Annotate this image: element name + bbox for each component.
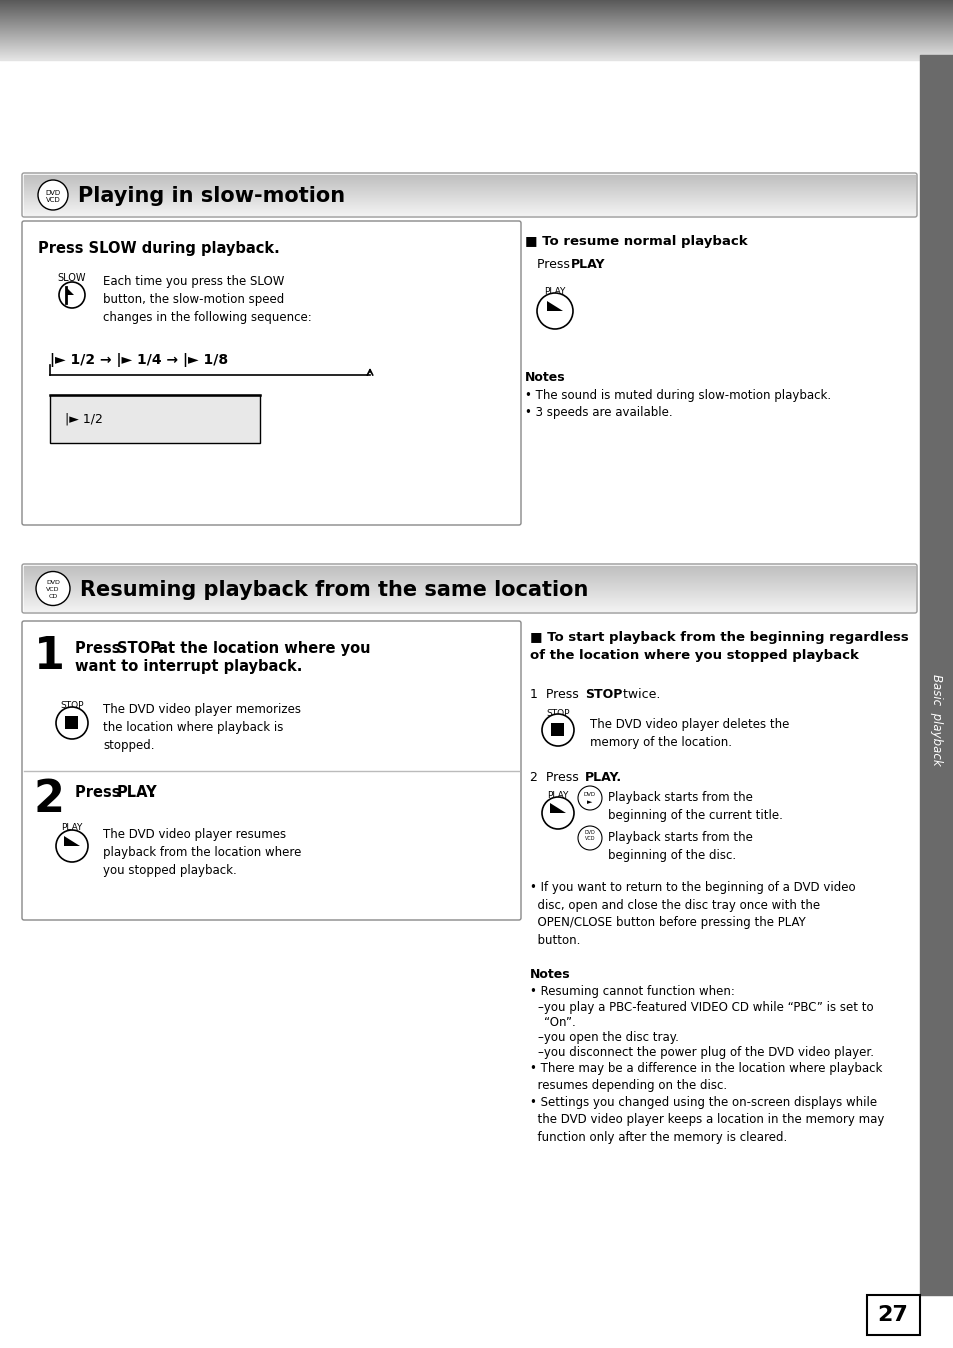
Circle shape — [36, 572, 70, 605]
Text: .: . — [598, 257, 602, 271]
Polygon shape — [64, 836, 80, 847]
Text: PLAY: PLAY — [544, 287, 565, 295]
FancyBboxPatch shape — [22, 621, 520, 919]
Text: • 3 speeds are available.: • 3 speeds are available. — [524, 406, 672, 419]
Text: • Settings you changed using the on-screen displays while
  the DVD video player: • Settings you changed using the on-scre… — [530, 1096, 883, 1144]
Text: CD: CD — [49, 594, 57, 599]
FancyBboxPatch shape — [866, 1295, 919, 1335]
Text: VCD: VCD — [46, 197, 60, 204]
Text: |► 1/2 → |► 1/4 → |► 1/8: |► 1/2 → |► 1/4 → |► 1/8 — [50, 353, 228, 367]
Polygon shape — [67, 288, 74, 295]
Text: ■ To start playback from the beginning regardless
of the location where you stop: ■ To start playback from the beginning r… — [530, 631, 908, 662]
Circle shape — [578, 826, 601, 851]
FancyBboxPatch shape — [22, 221, 520, 524]
Text: PLAY: PLAY — [61, 824, 83, 833]
Text: –you disconnect the power plug of the DVD video player.: –you disconnect the power plug of the DV… — [537, 1046, 873, 1060]
Text: PLAY: PLAY — [547, 790, 568, 799]
Text: DVD: DVD — [583, 793, 596, 798]
Text: .: . — [150, 785, 155, 799]
Text: 1  Press: 1 Press — [530, 687, 582, 701]
Text: 2: 2 — [34, 778, 65, 821]
FancyBboxPatch shape — [551, 723, 563, 736]
Circle shape — [56, 830, 88, 861]
Circle shape — [578, 786, 601, 810]
Circle shape — [541, 797, 574, 829]
Circle shape — [38, 181, 68, 210]
Text: 27: 27 — [877, 1305, 907, 1325]
Text: Notes: Notes — [524, 371, 565, 384]
Text: The DVD video player deletes the
memory of the location.: The DVD video player deletes the memory … — [589, 718, 788, 749]
Text: Playback starts from the
beginning of the current title.: Playback starts from the beginning of th… — [607, 791, 782, 822]
Text: twice.: twice. — [618, 687, 659, 701]
Text: DVD: DVD — [46, 190, 60, 195]
FancyBboxPatch shape — [65, 716, 78, 729]
Text: |► 1/2: |► 1/2 — [65, 412, 103, 426]
Text: STOP: STOP — [60, 701, 84, 709]
Circle shape — [59, 282, 85, 307]
Text: PLAY.: PLAY. — [584, 771, 621, 785]
Text: STOP: STOP — [117, 642, 161, 656]
Text: • Resuming cannot function when:: • Resuming cannot function when: — [530, 985, 734, 998]
Text: DVD: DVD — [46, 580, 60, 585]
Text: want to interrupt playback.: want to interrupt playback. — [75, 659, 302, 674]
Text: VCD: VCD — [46, 586, 60, 592]
Text: 2  Press: 2 Press — [530, 771, 582, 785]
Text: STOP: STOP — [546, 709, 569, 717]
Text: PLAY: PLAY — [571, 257, 605, 271]
Text: ►: ► — [587, 799, 592, 805]
Text: • If you want to return to the beginning of a DVD video
  disc, open and close t: • If you want to return to the beginning… — [530, 882, 855, 946]
FancyBboxPatch shape — [50, 395, 260, 443]
Text: Notes: Notes — [530, 968, 570, 981]
Text: Playback starts from the
beginning of the disc.: Playback starts from the beginning of th… — [607, 830, 752, 861]
Circle shape — [537, 293, 573, 329]
Text: –you open the disc tray.: –you open the disc tray. — [537, 1031, 679, 1043]
Text: 1: 1 — [34, 635, 65, 678]
Text: PLAY: PLAY — [117, 785, 157, 799]
Text: Press: Press — [75, 642, 126, 656]
Text: –you play a PBC-featured VIDEO CD while “PBC” is set to: –you play a PBC-featured VIDEO CD while … — [537, 1002, 873, 1014]
Text: • The sound is muted during slow-motion playback.: • The sound is muted during slow-motion … — [524, 390, 830, 402]
Text: VCD: VCD — [584, 837, 595, 841]
Circle shape — [56, 706, 88, 739]
Text: “On”.: “On”. — [543, 1016, 576, 1029]
Polygon shape — [550, 803, 565, 813]
Circle shape — [541, 714, 574, 745]
Text: STOP: STOP — [584, 687, 621, 701]
Text: Basic  playback: Basic playback — [929, 674, 943, 766]
Text: Press: Press — [537, 257, 574, 271]
Text: Press: Press — [75, 785, 126, 799]
Text: Resuming playback from the same location: Resuming playback from the same location — [80, 580, 588, 600]
Text: • There may be a difference in the location where playback
  resumes depending o: • There may be a difference in the locat… — [530, 1062, 882, 1092]
Text: SLOW: SLOW — [58, 274, 86, 283]
Text: DVD: DVD — [584, 830, 595, 836]
Text: at the location where you: at the location where you — [152, 642, 370, 656]
Text: Press SLOW during playback.: Press SLOW during playback. — [38, 241, 279, 256]
Text: ■ To resume normal playback: ■ To resume normal playback — [524, 235, 747, 248]
Text: The DVD video player memorizes
the location where playback is
stopped.: The DVD video player memorizes the locat… — [103, 704, 301, 752]
Text: The DVD video player resumes
playback from the location where
you stopped playba: The DVD video player resumes playback fr… — [103, 828, 301, 878]
Text: Playing in slow-motion: Playing in slow-motion — [78, 186, 345, 206]
Text: Each time you press the SLOW
button, the slow-motion speed
changes in the follow: Each time you press the SLOW button, the… — [103, 275, 312, 324]
Polygon shape — [546, 301, 562, 311]
